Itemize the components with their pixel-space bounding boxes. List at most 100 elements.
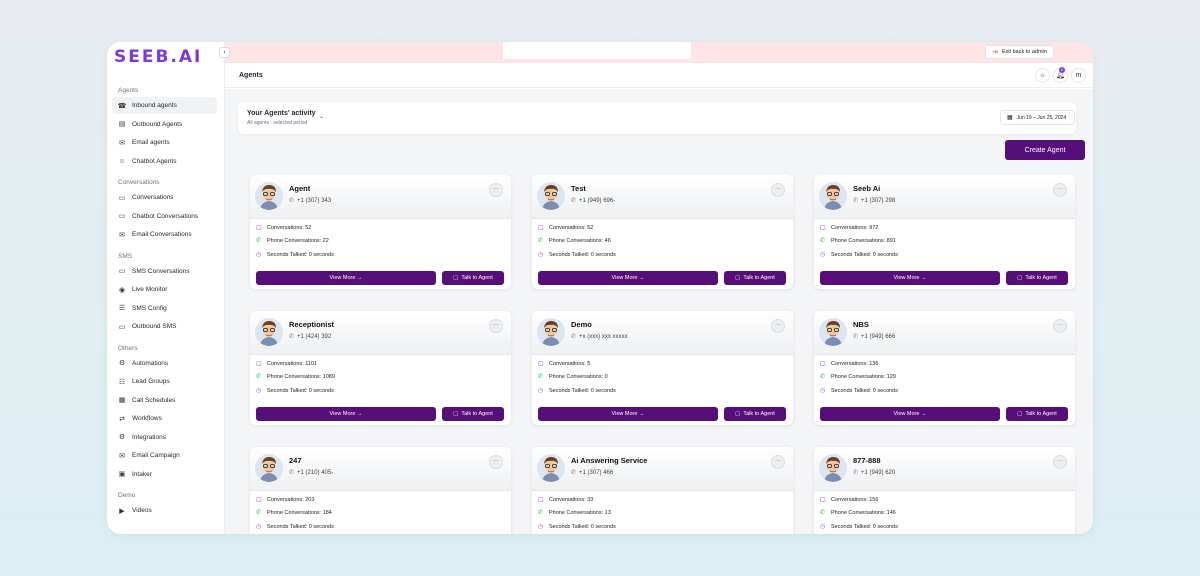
sidebar-item-chatbot-agents[interactable]: ☺ Chatbot Agents xyxy=(112,153,217,170)
view-more-button[interactable]: View More → xyxy=(256,407,436,421)
stat-label: Conversations: xyxy=(267,224,304,231)
sidebar-item-integrations[interactable]: ⚙ Integrations xyxy=(112,429,217,446)
agent-card[interactable]: 877-888 ✆ +1 (949) 620 ··· ▢ Conversation… xyxy=(814,447,1075,534)
sidebar-item-videos[interactable]: ▶ Videos xyxy=(112,502,217,519)
sidebar-item-email-agents[interactable]: ✉ Email agents xyxy=(112,134,217,151)
stat-seconds-talked: ◷ Seconds Talked: 0 seconds xyxy=(820,523,898,531)
agent-card-header: Test ✆ +1 (949) 696- ··· xyxy=(532,175,793,219)
avatar[interactable]: m xyxy=(1071,68,1086,83)
view-more-button[interactable]: View More → xyxy=(820,271,1000,285)
stat-value: 184 xyxy=(322,509,332,516)
agent-phone: ✆ +1 (307) 298 xyxy=(853,197,895,204)
stat-value: 0 seconds xyxy=(590,251,616,258)
stat-seconds-talked: ◷ Seconds Talked: 0 seconds xyxy=(538,251,616,259)
collapse-sidebar-button[interactable]: ‹ xyxy=(219,47,230,58)
sidebar-item-email-conversations[interactable]: ✉ Email Conversations xyxy=(112,226,217,243)
agent-card[interactable]: Seeb Ai ✆ +1 (307) 298 ··· ▢ Conversation… xyxy=(814,175,1075,289)
agent-card-header: NBS ✆ +1 (949) 666 ··· xyxy=(814,311,1075,355)
clock-icon: ◷ xyxy=(256,524,262,530)
stat-seconds-talked: ◷ Seconds Talked: 0 seconds xyxy=(820,387,898,395)
agent-name: 877-888 xyxy=(853,456,881,465)
sidebar-item-lead-groups[interactable]: ☷ Lead Groups xyxy=(112,373,217,390)
agent-card[interactable]: Ai Answering Service ✆ +1 (307) 466 ··· ▢… xyxy=(532,447,793,534)
sidebar-item-intaker[interactable]: ▣ Intaker xyxy=(112,466,217,483)
agent-phone: ✆ +1 (307) 466 xyxy=(571,469,613,476)
more-options-button[interactable]: ··· xyxy=(1053,319,1067,333)
chat-icon: ▢ xyxy=(453,411,459,417)
sidebar-item-sms-config[interactable]: ☰ SMS Config xyxy=(112,300,217,317)
phone-icon: ✆ xyxy=(289,334,295,340)
stat-value: 156 xyxy=(869,496,879,503)
agent-card[interactable]: Test ✆ +1 (949) 696- ··· ▢ Conversations:… xyxy=(532,175,793,289)
agent-phone: ✆ +x (xxx) xxx xxxxx xyxy=(571,333,628,340)
agent-card[interactable]: NBS ✆ +1 (949) 666 ··· ▢ Conversations: 1… xyxy=(814,311,1075,425)
sidebar-item-inbound-agents[interactable]: ☎ Inbound agents xyxy=(112,97,217,114)
app-logo[interactable]: SEEB.AI xyxy=(114,47,203,67)
phone-icon: ✆ xyxy=(853,470,859,476)
more-options-button[interactable]: ··· xyxy=(1053,455,1067,469)
phone-call-icon: ✆ xyxy=(820,374,826,380)
talk-to-agent-button[interactable]: ▢ Talk to Agent xyxy=(724,407,786,421)
talk-to-agent-button[interactable]: ▢ Talk to Agent xyxy=(442,407,504,421)
agent-card[interactable]: Agent ✆ +1 (307) 343 ··· ▢ Conversations:… xyxy=(250,175,511,289)
phone-icon: ✆ xyxy=(571,334,577,340)
sidebar-item-workflows[interactable]: ⇄ Workflows xyxy=(112,410,217,427)
chat-icon: ▢ xyxy=(453,275,459,281)
talk-to-agent-button[interactable]: ▢ Talk to Agent xyxy=(442,271,504,285)
stat-phone-conversations: ✆ Phone Conversations: 891 xyxy=(820,237,896,245)
more-options-button[interactable]: ··· xyxy=(771,183,785,197)
sidebar-item-outbound-agents[interactable]: ▤ Outbound Agents xyxy=(112,116,217,133)
chat-icon: ▢ xyxy=(256,497,262,503)
agent-card[interactable]: Receptionist ✆ +1 (424) 392 ··· ▢ Convers… xyxy=(250,311,511,425)
talk-to-agent-button[interactable]: ▢ Talk to Agent xyxy=(724,271,786,285)
sidebar-item-sms-conversations[interactable]: ▭ SMS Conversations xyxy=(112,263,217,280)
chat-icon: ▢ xyxy=(538,225,544,231)
sidebar-item-live-monitor[interactable]: ◉ Live Monitor xyxy=(112,281,217,298)
sidebar-item-automations[interactable]: ⚙ Automations xyxy=(112,355,217,372)
sidebar-item-label: Chatbot Conversations xyxy=(132,212,199,220)
view-more-button[interactable]: View More → xyxy=(820,407,1000,421)
agent-name: Receptionist xyxy=(289,320,335,329)
theme-toggle-icon[interactable]: ☼ xyxy=(1035,68,1050,83)
stat-label: Phone Conversations: xyxy=(549,509,604,516)
create-agent-button[interactable]: Create Agent xyxy=(1005,140,1085,160)
view-more-button[interactable]: View More → xyxy=(256,271,436,285)
view-more-button[interactable]: View More → xyxy=(538,407,718,421)
agent-card[interactable]: Demo ✆ +x (xxx) xxx xxxxx ··· ▢ Conversat… xyxy=(532,311,793,425)
more-options-button[interactable]: ··· xyxy=(489,455,503,469)
more-options-button[interactable]: ··· xyxy=(771,319,785,333)
chat-icon: ▢ xyxy=(820,497,826,503)
stat-value: 13 xyxy=(604,509,611,516)
sidebar-item-outbound-sms[interactable]: ▭ Outbound SMS xyxy=(112,318,217,335)
sidebar-item-label: SMS Conversations xyxy=(132,267,190,275)
sidebar-item-chatbot-conversations[interactable]: ▭ Chatbot Conversations xyxy=(112,208,217,225)
view-more-button[interactable]: View More → xyxy=(538,271,718,285)
sidebar-item-conversations[interactable]: ▭ Conversations xyxy=(112,189,217,206)
stat-label: Seconds Talked: xyxy=(831,387,872,394)
talk-to-agent-button[interactable]: ▢ Talk to Agent xyxy=(1006,407,1068,421)
email-campaign-icon: ✉ xyxy=(119,452,125,460)
sidebar-item-email-campaign[interactable]: ✉ Email Campaign xyxy=(112,447,217,464)
more-options-button[interactable]: ··· xyxy=(489,319,503,333)
more-options-button[interactable]: ··· xyxy=(489,183,503,197)
more-options-button[interactable]: ··· xyxy=(1053,183,1067,197)
agent-card-header: Demo ✆ +x (xxx) xxx xxxxx ··· xyxy=(532,311,793,355)
activity-title[interactable]: Your Agents' activity xyxy=(247,110,316,117)
agent-card[interactable]: 247 ✆ +1 (210) 405- ··· ▢ Conversations: … xyxy=(250,447,511,534)
talk-to-agent-label: Talk to Agent xyxy=(461,275,493,281)
more-options-button[interactable]: ··· xyxy=(771,455,785,469)
agent-phone-number: +1 (307) 343 xyxy=(297,198,332,204)
talk-to-agent-button[interactable]: ▢ Talk to Agent xyxy=(1006,271,1068,285)
sidebar-item-label: Outbound Agents xyxy=(132,120,183,128)
talk-to-agent-label: Talk to Agent xyxy=(743,411,775,417)
sidebar-item-call-schedules[interactable]: ▦ Call Schedules xyxy=(112,392,217,409)
stat-conversations: ▢ Conversations: 136 xyxy=(820,360,879,368)
stat-value: 136 xyxy=(869,360,879,367)
date-range-picker[interactable]: ▦ Jun 19 – Jun 25, 2024 xyxy=(1000,110,1075,125)
sidebar-item-label: Email agents xyxy=(132,139,170,146)
top-search-box[interactable] xyxy=(503,42,691,59)
agent-phone: ✆ +1 (949) 620 xyxy=(853,469,895,476)
exit-admin-button[interactable]: ⇥ Exit back to admin xyxy=(985,45,1054,59)
stat-label: Conversations: xyxy=(267,496,304,503)
chevron-down-icon[interactable]: ⌄ xyxy=(319,114,325,120)
